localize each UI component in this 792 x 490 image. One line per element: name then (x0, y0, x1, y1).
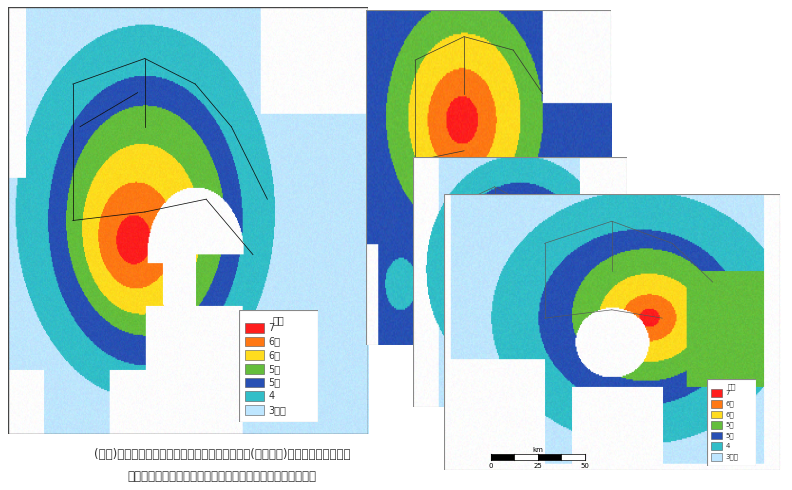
Bar (245, 392, 264, 401)
Text: 6弱: 6弱 (725, 411, 734, 418)
Bar (710, 411, 722, 418)
Bar (710, 421, 722, 429)
Bar (562, 454, 585, 460)
Text: （中央防災会議首都直下地震対策検討ワーキンググループ）: （中央防災会議首都直下地震対策検討ワーキンググループ） (128, 470, 316, 483)
Bar (491, 454, 514, 460)
Text: km: km (532, 447, 543, 453)
Bar (710, 432, 722, 440)
Bar (538, 454, 562, 460)
Text: 7: 7 (268, 323, 275, 333)
Text: 0: 0 (489, 464, 493, 469)
Text: 4: 4 (268, 391, 275, 401)
Bar (245, 405, 264, 415)
Text: 6弱: 6弱 (268, 350, 280, 360)
Text: 6強: 6強 (268, 337, 280, 346)
Text: 5弱: 5弱 (268, 377, 280, 388)
Text: (出典)「首都直下地震の被害想定と対策について(最終報告)平成２５年１２月」: (出典)「首都直下地震の被害想定と対策について(最終報告)平成２５年１２月」 (93, 448, 350, 461)
Bar (245, 337, 264, 346)
Text: 7: 7 (725, 390, 730, 396)
Text: 5強: 5強 (725, 422, 734, 428)
Bar (710, 442, 722, 450)
Bar (245, 378, 264, 388)
Bar (710, 400, 722, 408)
Text: 4: 4 (725, 443, 729, 449)
Bar (710, 390, 722, 397)
Bar (710, 453, 722, 461)
Bar (245, 323, 264, 333)
Text: 3以下: 3以下 (725, 454, 738, 460)
Text: 震度: 震度 (273, 316, 284, 325)
Text: 5強: 5強 (268, 364, 280, 374)
Text: 25: 25 (533, 464, 543, 469)
Text: 6強: 6強 (725, 400, 734, 407)
Text: 3以下: 3以下 (268, 405, 287, 415)
Bar (245, 364, 264, 374)
Text: 5弱: 5弱 (725, 432, 734, 439)
Bar (245, 350, 264, 360)
Bar (514, 454, 538, 460)
Text: 震度: 震度 (728, 384, 736, 390)
Text: 50: 50 (581, 464, 589, 469)
